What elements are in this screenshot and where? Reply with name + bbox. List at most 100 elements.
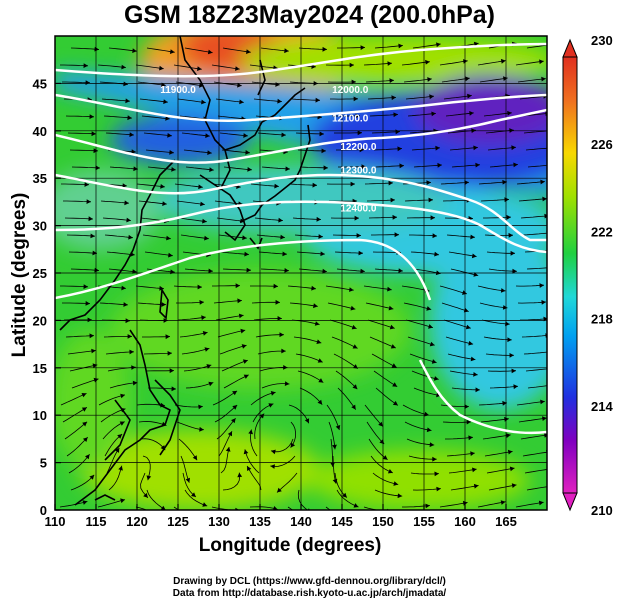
streamline-arrow xyxy=(275,82,280,87)
streamline xyxy=(407,336,435,346)
streamline xyxy=(216,217,245,222)
streamline-arrow xyxy=(507,337,512,343)
streamline-arrow xyxy=(509,466,515,472)
streamline xyxy=(64,421,88,440)
streamline-arrow xyxy=(82,437,88,442)
streamline xyxy=(140,472,149,499)
streamline xyxy=(140,438,166,451)
streamline-arrow xyxy=(85,301,90,306)
y-tick-label: 35 xyxy=(33,171,47,186)
streamline-arrow xyxy=(277,487,282,493)
streamline-arrow xyxy=(323,165,328,171)
streamline-arrow xyxy=(160,184,165,189)
streamline xyxy=(521,335,547,338)
streamline xyxy=(250,391,276,406)
streamline-arrow xyxy=(349,287,354,292)
streamline xyxy=(218,431,233,457)
streamline-arrow xyxy=(354,215,359,221)
streamline xyxy=(522,232,547,236)
streamline-arrow xyxy=(550,265,555,270)
streamline xyxy=(477,60,506,66)
streamline xyxy=(62,407,88,423)
contour-label: 11900.0 xyxy=(160,85,196,96)
streamline-arrow xyxy=(332,444,337,450)
streamline-arrow xyxy=(123,302,128,307)
streamline-arrow xyxy=(315,97,320,103)
streamline-arrow xyxy=(243,449,249,455)
streamline-arrow xyxy=(241,344,247,349)
streamline xyxy=(449,147,478,151)
streamline-arrow xyxy=(387,61,392,66)
streamline-arrow xyxy=(360,45,365,50)
streamline-arrow xyxy=(279,332,284,338)
streamline-arrow xyxy=(127,334,132,339)
streamline xyxy=(139,98,168,103)
streamline xyxy=(176,421,204,431)
streamline xyxy=(334,251,364,254)
streamline xyxy=(373,148,403,151)
streamline-arrow xyxy=(271,449,276,455)
streamline xyxy=(98,394,126,406)
streamline xyxy=(108,47,137,52)
streamline xyxy=(181,132,210,137)
streamline xyxy=(174,183,203,188)
streamline-arrow xyxy=(500,500,506,505)
streamline-arrow xyxy=(243,374,249,379)
streamline xyxy=(147,166,176,171)
streamline xyxy=(526,486,547,491)
streamline-arrow xyxy=(395,129,400,135)
y-tick-label: 25 xyxy=(33,266,47,281)
streamline-arrow xyxy=(168,252,173,258)
streamline xyxy=(484,451,513,457)
streamline-arrow xyxy=(129,349,134,355)
streamline-arrow xyxy=(89,474,95,480)
streamline-arrow xyxy=(470,234,475,240)
streamline xyxy=(481,319,510,325)
streamline xyxy=(403,302,432,310)
x-tick-label: 165 xyxy=(495,514,517,529)
streamline xyxy=(367,97,397,100)
streamline-arrow xyxy=(470,356,476,362)
streamline xyxy=(408,455,437,460)
streamline xyxy=(297,149,326,152)
streamline-arrow xyxy=(465,76,470,82)
streamline-arrow xyxy=(379,439,385,444)
streamline-arrow xyxy=(356,233,361,238)
streamline xyxy=(260,268,289,272)
streamline-arrow xyxy=(432,233,437,239)
streamline xyxy=(410,251,439,256)
streamline-arrow xyxy=(397,493,403,499)
streamline xyxy=(62,302,91,304)
streamline-arrow xyxy=(475,387,480,393)
streamline xyxy=(402,505,430,508)
colorbar-tick-label: 210 xyxy=(591,503,613,518)
streamline xyxy=(213,81,242,87)
streamline-arrow xyxy=(237,472,243,478)
streamline-arrow xyxy=(350,305,356,311)
streamline-arrow xyxy=(314,321,320,326)
streamline xyxy=(65,335,95,338)
streamline-arrow xyxy=(92,250,97,256)
streamline-arrow xyxy=(202,331,208,336)
streamline-arrow xyxy=(513,384,518,390)
streamline xyxy=(518,417,547,423)
streamline xyxy=(520,215,547,219)
x-tick-label: 130 xyxy=(208,514,230,529)
streamline xyxy=(102,421,125,440)
x-tick-label: 125 xyxy=(167,514,189,529)
streamline xyxy=(488,268,517,272)
streamline xyxy=(439,502,468,508)
streamline xyxy=(487,370,517,372)
streamline-arrow xyxy=(273,283,278,289)
streamline-arrow xyxy=(388,180,393,186)
streamline-arrow xyxy=(281,348,286,354)
streamline xyxy=(517,301,547,304)
streamline-arrow xyxy=(311,285,316,291)
streamline-arrow xyxy=(335,425,341,430)
streamline xyxy=(179,332,208,338)
streamline xyxy=(328,421,336,450)
streamline xyxy=(518,198,547,202)
streamline-arrow xyxy=(398,268,403,273)
streamline xyxy=(299,166,329,169)
